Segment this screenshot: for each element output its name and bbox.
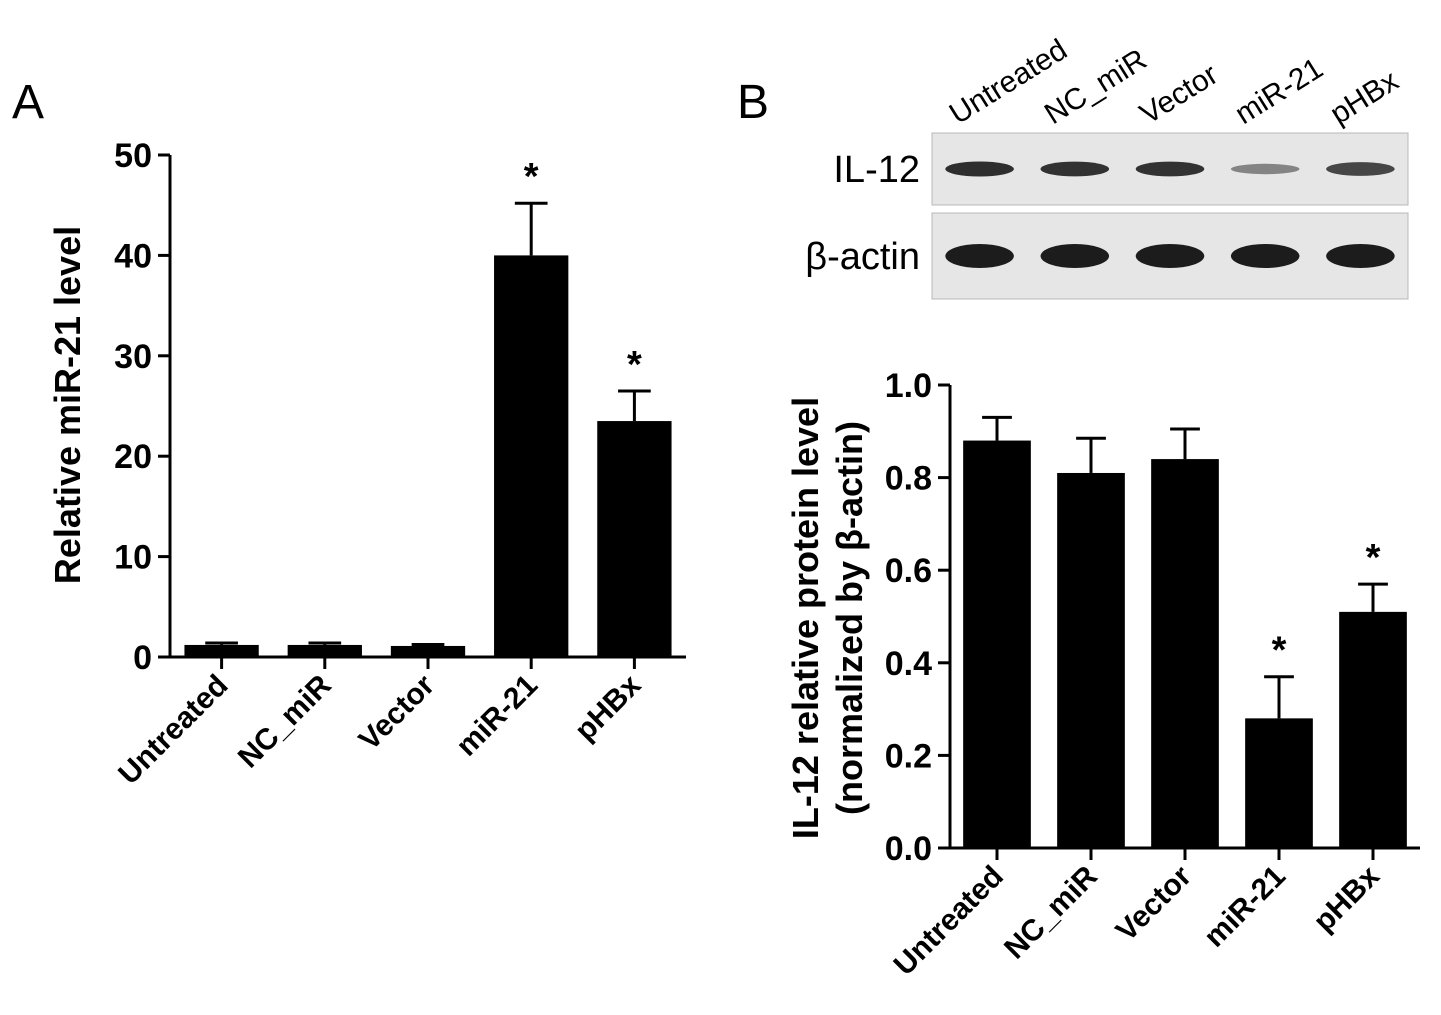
y-tick-label: 0.4 (885, 645, 932, 683)
blot-band (1135, 244, 1205, 268)
panel-b-y-axis-label-line1: IL-12 relative protein level (785, 397, 826, 839)
category-label: Untreated (888, 860, 1010, 982)
category-label: miR-21 (1198, 860, 1292, 954)
y-tick-label: 30 (114, 338, 152, 376)
significance-star: * (627, 344, 642, 386)
panel-a: A Relative miR-21 level 0 10 20 30 40 50 Untre… (12, 76, 686, 791)
category-label: pHBx (569, 668, 648, 747)
panel-b-letter: B (737, 76, 769, 129)
blot-row-label: IL-12 (833, 149, 920, 191)
blot-band (1040, 161, 1110, 177)
y-tick-label: 0.6 (885, 552, 932, 590)
bar (494, 255, 569, 657)
y-tick-label: 10 (114, 539, 152, 577)
bar (1057, 472, 1125, 848)
y-tick-label: 20 (114, 438, 152, 476)
blot-band (945, 161, 1014, 177)
y-tick-label: 0.0 (885, 830, 932, 868)
category-label: NC_miR (232, 668, 338, 774)
y-tick-label: 0.2 (885, 737, 932, 775)
panel-b-y-axis-label-line2: (normalized by β-actin) (829, 421, 870, 815)
category-label: Vector (353, 668, 441, 756)
category-label: miR-21 (450, 669, 544, 763)
blot-band (1230, 244, 1300, 268)
blot-band (1326, 244, 1395, 268)
bar (1339, 611, 1407, 848)
panel-a-letter: A (12, 76, 44, 129)
blot-row-label: β-actin (805, 236, 920, 278)
blot-band (1135, 161, 1205, 177)
blot-band (1230, 163, 1300, 175)
blot-band (1326, 162, 1395, 176)
y-tick-label: 1.0 (885, 367, 932, 405)
y-tick-label: 50 (114, 137, 152, 175)
category-label: Untreated (112, 669, 234, 791)
panel-a-y-axis-label: Relative miR-21 level (47, 226, 88, 584)
y-tick-label: 40 (114, 237, 152, 275)
bar (597, 421, 672, 657)
significance-star: * (1272, 630, 1287, 672)
bar (1245, 718, 1313, 848)
blot-lane-label: miR-21 (1229, 52, 1328, 131)
bar (390, 645, 466, 657)
significance-star: * (1366, 537, 1381, 579)
bar (287, 644, 362, 657)
category-label: Vector (1110, 859, 1198, 947)
category-label: pHBx (1307, 859, 1386, 938)
blot-band (945, 244, 1014, 268)
y-tick-label: 0.8 (885, 460, 932, 498)
category-label: NC_miR (998, 859, 1104, 965)
bar (963, 440, 1031, 848)
significance-star: * (524, 156, 539, 198)
blot-band (1040, 244, 1110, 268)
blot-lane-label: pHBx (1325, 64, 1405, 131)
bar (1151, 459, 1219, 848)
bar (184, 644, 259, 657)
y-tick-label: 0 (133, 639, 152, 677)
